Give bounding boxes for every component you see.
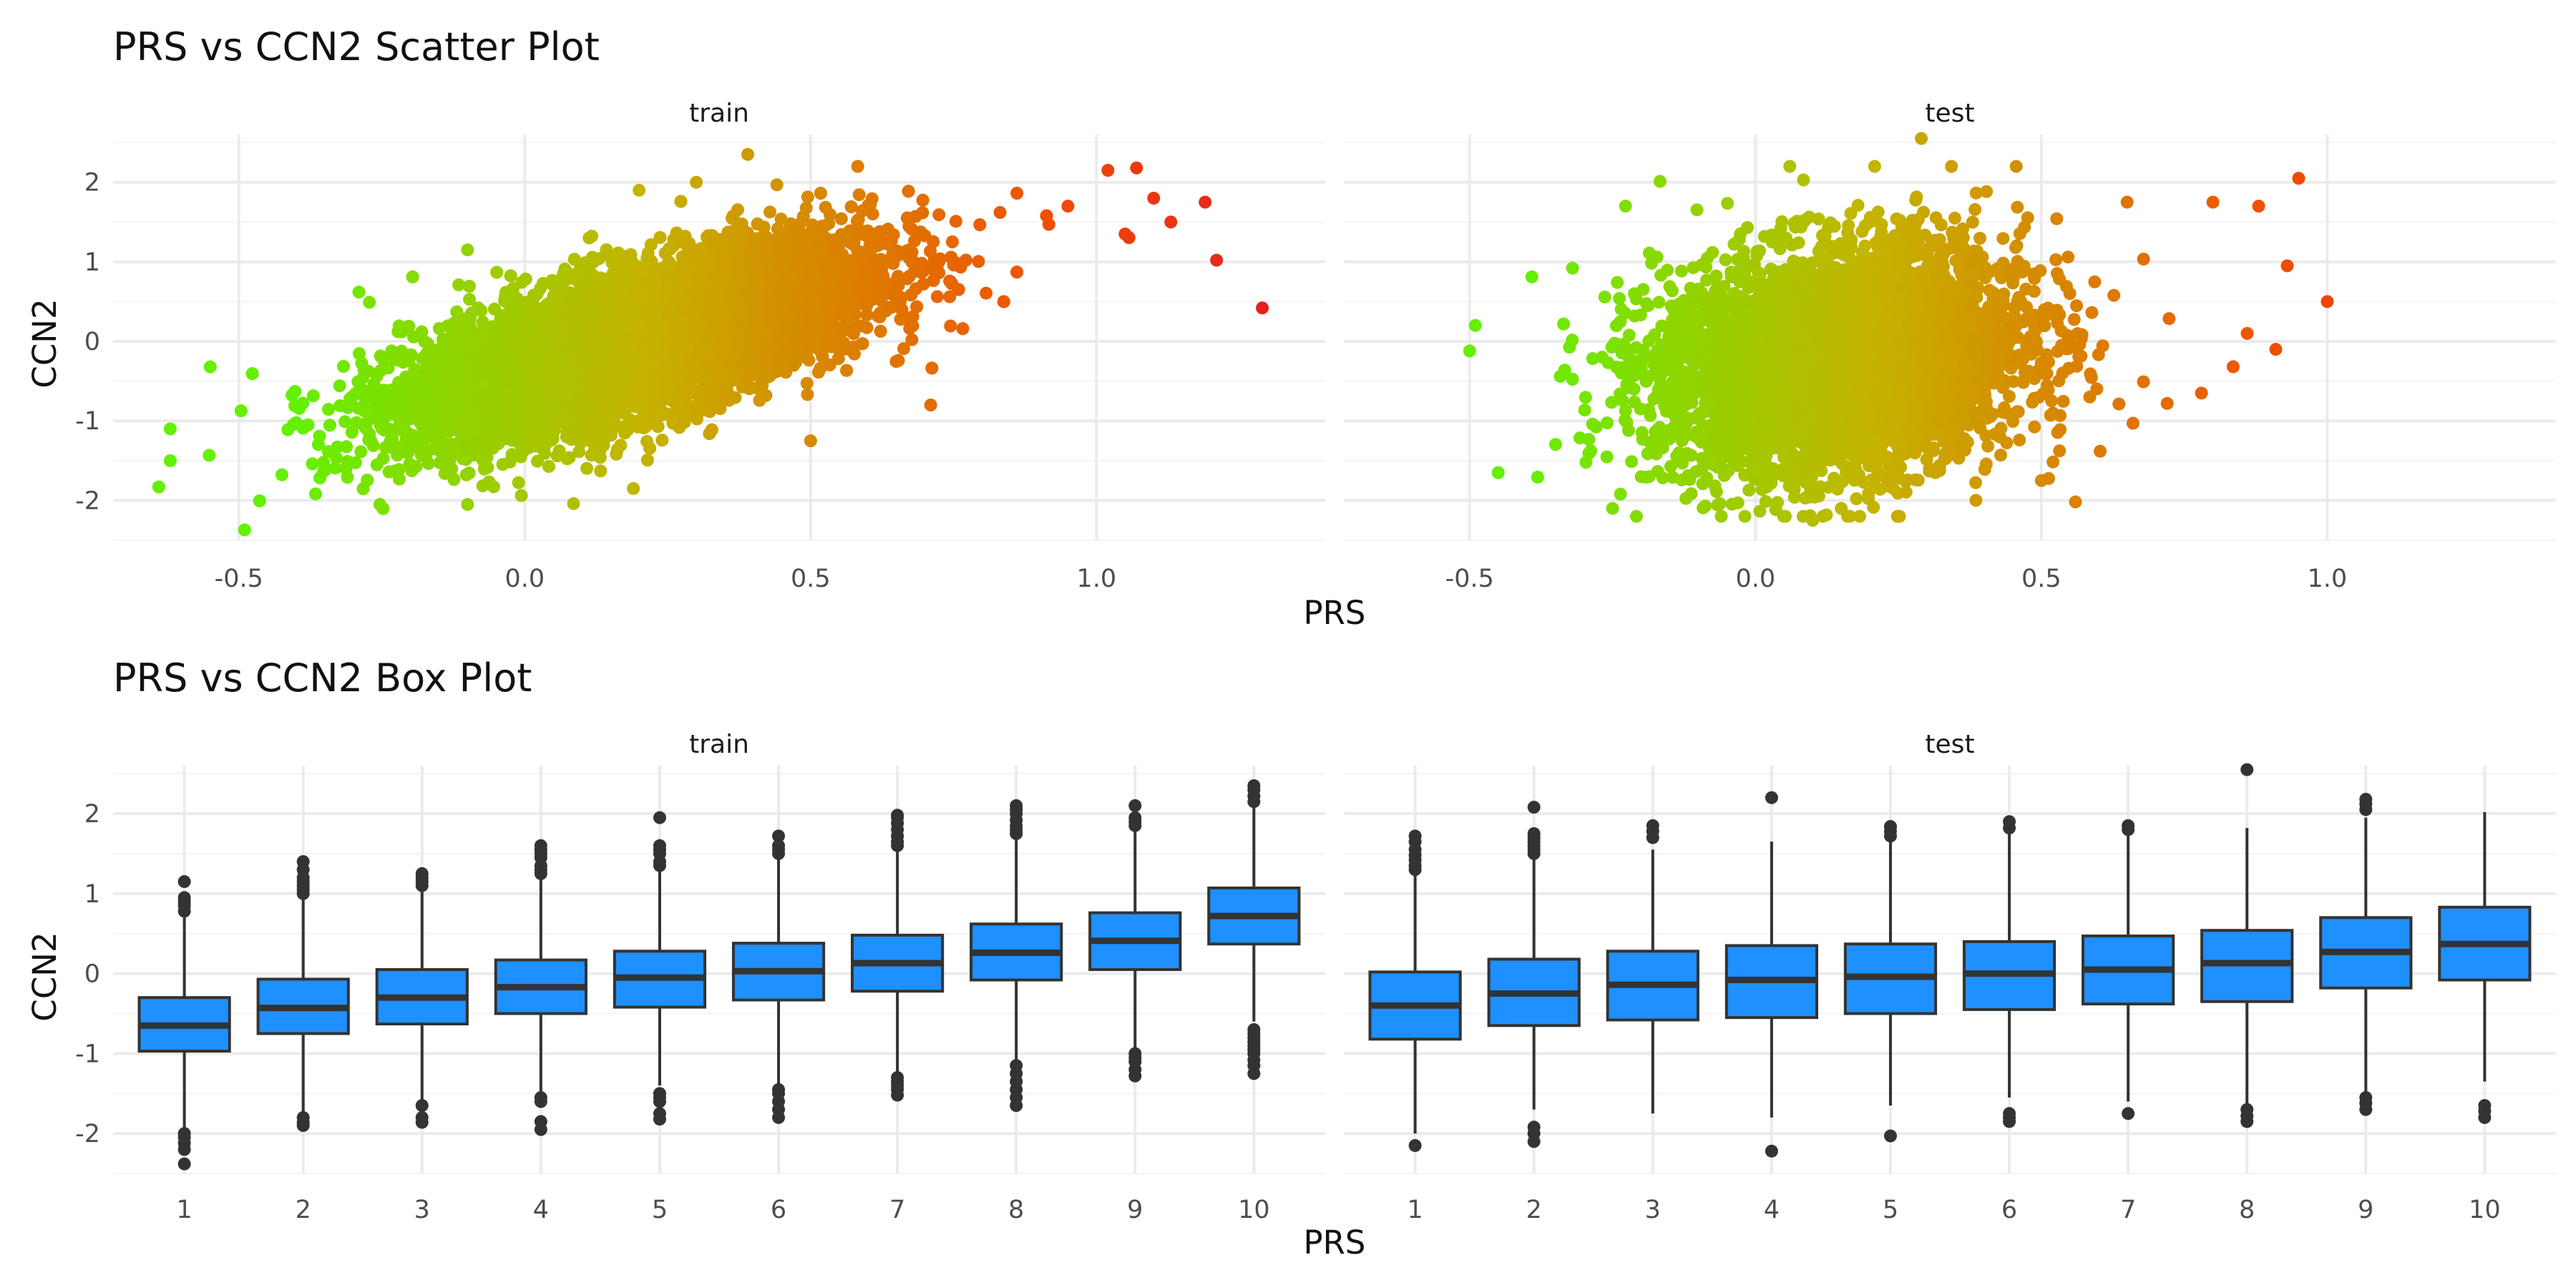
- scatter-point: [567, 497, 580, 510]
- scatter-point: [333, 379, 346, 393]
- scatter-point: [354, 445, 368, 459]
- scatter-point: [463, 293, 477, 306]
- scatter-point: [203, 449, 216, 462]
- scatter-point: [972, 255, 985, 268]
- scatter-title: PRS vs CCN2 Scatter Plot: [113, 24, 600, 69]
- scatter-point: [930, 290, 944, 303]
- scatter-point: [770, 178, 784, 192]
- scatter-point: [234, 404, 248, 418]
- scatter-point: [932, 208, 946, 222]
- scatter-point: [993, 205, 1007, 219]
- scatter-point: [309, 487, 322, 501]
- scatter-point: [580, 462, 594, 475]
- scatter-point: [338, 415, 352, 429]
- scatter-point: [514, 489, 528, 502]
- scatter-point: [819, 200, 832, 214]
- scatter-strip-train: train: [689, 99, 749, 128]
- scatter-points-train: [152, 147, 1269, 537]
- scatter-point: [763, 205, 776, 219]
- scatter-point: [306, 389, 320, 403]
- scatter-point: [944, 319, 957, 333]
